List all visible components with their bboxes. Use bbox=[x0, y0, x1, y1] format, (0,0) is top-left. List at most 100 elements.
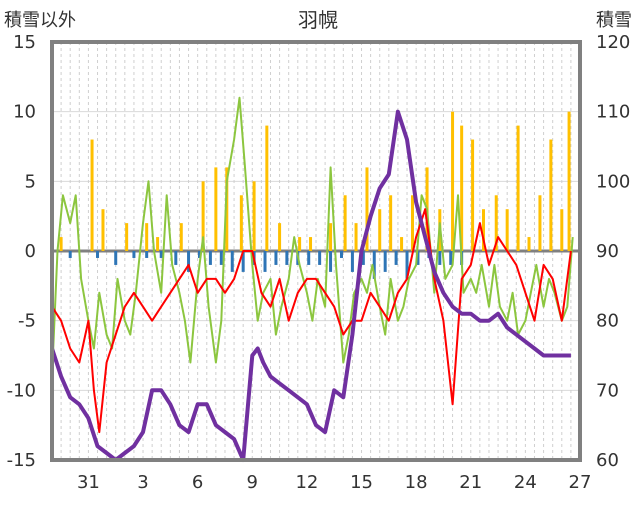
precipitation-bar bbox=[560, 209, 564, 251]
left-tick-label: 5 bbox=[25, 171, 36, 192]
right-tick-label: 120 bbox=[596, 32, 630, 53]
precipitation-bar bbox=[400, 237, 404, 251]
precipitation-bar bbox=[225, 167, 229, 251]
precipitation-bar bbox=[239, 195, 243, 251]
precipitation-bar bbox=[101, 209, 105, 251]
snow_change-bar bbox=[230, 251, 234, 272]
left-axis-title: 積雪以外 bbox=[4, 10, 76, 31]
precipitation-bar bbox=[451, 111, 455, 252]
precipitation-bar bbox=[59, 237, 63, 251]
left-tick-label: 15 bbox=[13, 32, 36, 53]
snow_change-bar bbox=[208, 251, 212, 265]
precipitation-bar bbox=[214, 167, 218, 251]
snow_change-bar bbox=[187, 251, 191, 272]
right-axis-title: 積雪 bbox=[596, 10, 632, 31]
right-tick-label: 110 bbox=[596, 102, 630, 123]
precipitation-bar bbox=[179, 223, 183, 251]
snow_change-bar bbox=[361, 251, 365, 265]
precipitation-bar bbox=[527, 237, 531, 251]
precipitation-bar bbox=[538, 195, 542, 251]
snow_change-bar bbox=[438, 251, 442, 265]
snow_change-bar bbox=[174, 251, 178, 265]
wind-line bbox=[51, 96, 574, 377]
snow_change-bar bbox=[263, 251, 267, 272]
snow_change-bar bbox=[96, 251, 100, 258]
line-layer bbox=[50, 96, 574, 462]
snow_change-bar bbox=[285, 251, 289, 265]
snow_change-bar bbox=[132, 251, 136, 258]
x-tick-label: 9 bbox=[247, 472, 258, 493]
precipitation-bar bbox=[354, 223, 358, 251]
left-tick-label: -10 bbox=[7, 380, 36, 401]
snow_change-bar bbox=[383, 251, 387, 272]
precipitation-bar bbox=[309, 237, 313, 251]
x-tick-label: 3 bbox=[137, 472, 148, 493]
left-tick-label: 0 bbox=[25, 241, 36, 262]
precipitation-bar bbox=[125, 223, 129, 251]
precipitation-bar bbox=[494, 195, 498, 251]
snow_change-bar bbox=[329, 251, 333, 272]
precipitation-bar bbox=[145, 223, 149, 251]
snow_change-bar bbox=[219, 251, 223, 265]
x-tick-label: 21 bbox=[459, 472, 482, 493]
precipitation-bar bbox=[329, 223, 333, 251]
precipitation-bar bbox=[378, 209, 382, 251]
precipitation-bar bbox=[201, 181, 205, 251]
snow_change-bar bbox=[416, 251, 420, 265]
precipitation-bar bbox=[505, 209, 509, 251]
plot-frame bbox=[50, 40, 582, 462]
snow_change-bar bbox=[350, 251, 354, 272]
tick-layer: -15 -10 -5 0 5 10 15 60 70 80 90 100 110 120 31 3 6 9 12 15… bbox=[7, 32, 631, 493]
snow_change-bar bbox=[339, 251, 343, 258]
left-tick-label: -5 bbox=[18, 311, 36, 332]
x-tick-label: 27 bbox=[569, 472, 592, 493]
precipitation-bar bbox=[567, 111, 571, 252]
temperature-line bbox=[51, 208, 572, 434]
precipitation-bar bbox=[298, 237, 302, 251]
chart-title: 羽幌 bbox=[298, 8, 338, 32]
precipitation-bar bbox=[516, 125, 520, 251]
x-tick-label: 15 bbox=[350, 472, 373, 493]
snow_change-bar bbox=[372, 251, 376, 279]
snow_change-bar bbox=[114, 251, 118, 265]
right-tick-label: 100 bbox=[596, 171, 630, 192]
right-tick-label: 90 bbox=[596, 241, 619, 262]
x-tick-label: 24 bbox=[514, 472, 537, 493]
precipitation-bar bbox=[482, 209, 486, 251]
snow_change-bar bbox=[449, 251, 453, 265]
snow_change-bar bbox=[145, 251, 149, 258]
right-tick-label: 60 bbox=[596, 450, 619, 471]
precipitation-bar bbox=[278, 223, 282, 251]
precipitation-bar bbox=[343, 195, 347, 251]
precipitation-bar bbox=[389, 195, 393, 251]
grid-layer bbox=[52, 41, 580, 461]
precipitation-bar bbox=[365, 167, 369, 251]
snow_change-bar bbox=[307, 251, 311, 265]
snow_change-bar bbox=[159, 251, 163, 258]
x-tick-label: 6 bbox=[192, 472, 203, 493]
precipitation-bar bbox=[156, 237, 160, 251]
precipitation-bar bbox=[410, 195, 414, 251]
snow_change-bar bbox=[318, 251, 322, 265]
snow_change-bar bbox=[274, 251, 278, 265]
precipitation-bar bbox=[471, 139, 475, 251]
snow_change-bar bbox=[197, 251, 201, 258]
snow_change-bar bbox=[241, 251, 245, 272]
precipitation-bar bbox=[252, 181, 256, 251]
precipitation-bar bbox=[460, 125, 464, 251]
snow_change-bar bbox=[68, 251, 72, 258]
right-tick-label: 80 bbox=[596, 311, 619, 332]
precipitation-bar bbox=[265, 125, 269, 251]
x-tick-label: 18 bbox=[405, 472, 428, 493]
bar-layer bbox=[59, 111, 571, 279]
precipitation-bar bbox=[90, 139, 94, 251]
snow_depth-line bbox=[50, 109, 571, 462]
left-tick-label: 10 bbox=[13, 102, 36, 123]
right-tick-label: 70 bbox=[596, 380, 619, 401]
left-tick-label: -15 bbox=[7, 450, 36, 471]
snow_change-bar bbox=[405, 251, 409, 279]
snow_change-bar bbox=[394, 251, 398, 265]
precipitation-bar bbox=[549, 139, 553, 251]
